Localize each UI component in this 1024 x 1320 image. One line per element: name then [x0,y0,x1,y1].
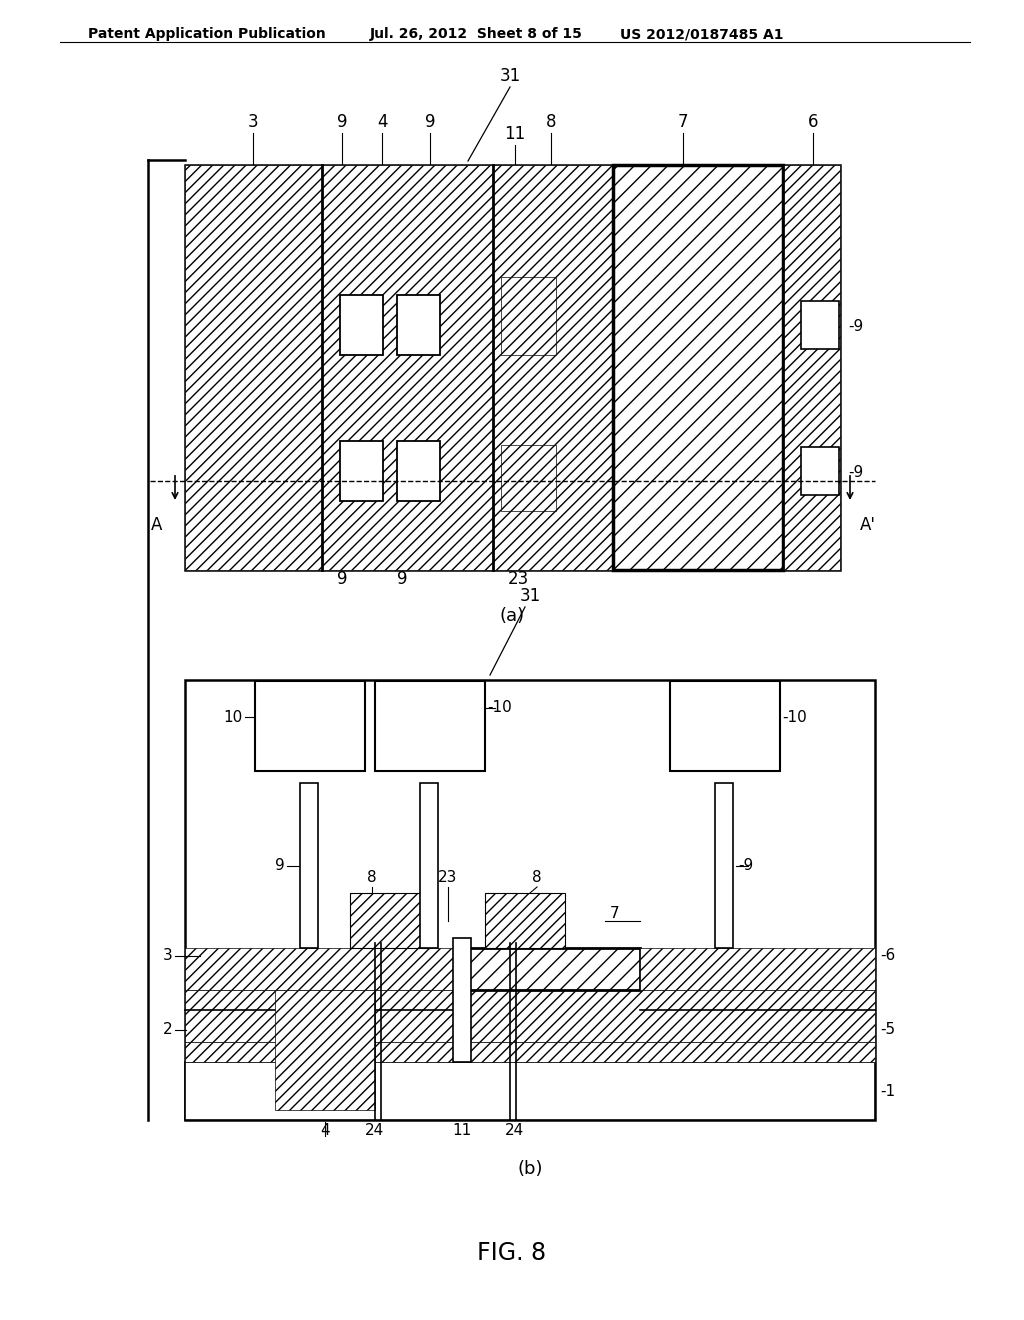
Text: 24: 24 [506,1123,524,1138]
Bar [185,1041,874,1063]
Bar [501,445,556,511]
Bar [255,681,365,771]
Bar [185,948,455,990]
Bar [613,165,783,570]
Text: FIG. 8: FIG. 8 [477,1241,547,1265]
Bar [275,990,375,1110]
Text: 9: 9 [337,570,347,587]
Bar [397,296,440,355]
Text: 7: 7 [610,906,620,921]
Text: Jul. 26, 2012  Sheet 8 of 15: Jul. 26, 2012 Sheet 8 of 15 [370,26,583,41]
Bar [501,277,556,355]
Bar [493,165,613,570]
Text: A: A [152,516,163,533]
Bar [783,165,840,570]
Bar [340,296,383,355]
Text: 23: 23 [507,570,528,587]
Text: 11: 11 [505,125,525,143]
Bar [350,894,430,948]
Text: 8: 8 [368,870,377,884]
Bar [715,783,733,948]
Text: 31: 31 [500,67,520,84]
Text: 4: 4 [321,1123,330,1138]
Bar [453,939,471,1063]
Bar [801,301,839,350]
Text: 31: 31 [519,587,541,605]
Bar [185,680,874,1119]
Bar [185,990,874,1041]
Text: 24: 24 [366,1123,385,1138]
Text: -10: -10 [487,701,512,715]
Text: 9: 9 [275,858,285,873]
Text: 23: 23 [438,870,458,884]
Bar [455,948,640,990]
Text: -5: -5 [880,1023,895,1038]
Text: 8: 8 [532,870,542,884]
Text: (a): (a) [500,607,524,624]
Text: 9: 9 [337,114,347,131]
Bar [185,165,322,570]
Bar [185,1063,874,1119]
Text: -9: -9 [848,319,863,334]
Bar [300,783,318,948]
Text: 10: 10 [224,710,243,725]
Text: 7: 7 [678,114,688,131]
Text: 9: 9 [396,570,408,587]
Bar [322,165,493,570]
Text: US 2012/0187485 A1: US 2012/0187485 A1 [620,26,783,41]
Bar [420,783,438,948]
Bar [397,441,440,502]
Text: (b): (b) [517,1160,543,1177]
Bar [340,441,383,502]
Text: 3: 3 [163,949,173,964]
Bar [801,447,839,495]
Text: 4: 4 [377,114,387,131]
Text: -1: -1 [880,1084,895,1098]
Text: Patent Application Publication: Patent Application Publication [88,26,326,41]
Text: A': A' [860,516,876,533]
Text: 2: 2 [164,1023,173,1038]
Text: 11: 11 [453,1123,472,1138]
Text: 9: 9 [425,114,435,131]
Text: -9: -9 [738,858,754,873]
Text: -6: -6 [880,949,895,964]
Text: -9: -9 [848,465,863,479]
Bar [670,681,780,771]
Bar [485,894,565,948]
Bar [640,948,874,990]
Text: -10: -10 [782,710,807,725]
Text: 3: 3 [248,114,258,131]
Bar [185,165,840,570]
Text: 6: 6 [808,114,818,131]
Text: 8: 8 [546,114,556,131]
Bar [375,681,485,771]
